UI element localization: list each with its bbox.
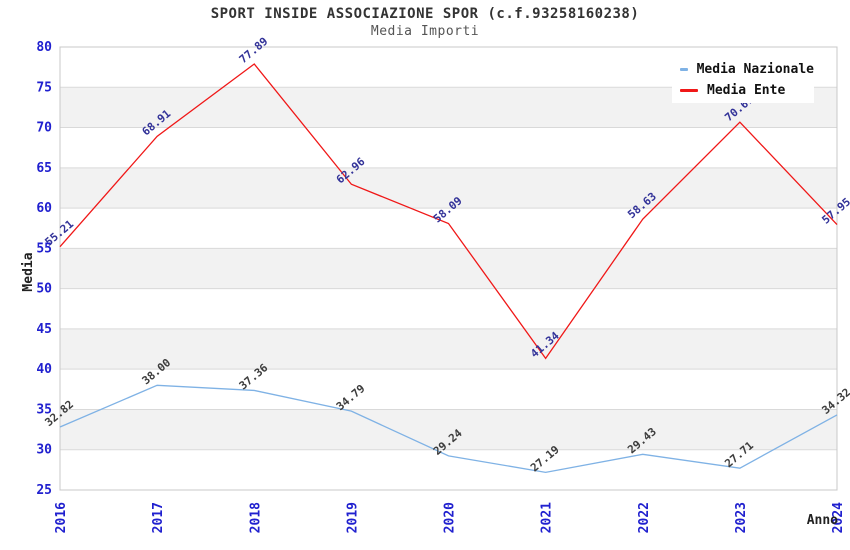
series-line-media-nazionale	[59, 384, 838, 474]
plot-border	[59, 46, 838, 491]
svg-text:2020: 2020	[443, 502, 458, 533]
svg-text:30: 30	[36, 443, 52, 458]
x-tick-labels: 2016 2017 2018 2019 2020 2021 2022 2023 2024	[54, 502, 846, 533]
svg-text:2021: 2021	[540, 502, 555, 533]
series-line-media-ente	[59, 63, 838, 360]
svg-text:2019: 2019	[345, 502, 360, 533]
svg-text:2023: 2023	[734, 502, 749, 533]
svg-text:2016: 2016	[54, 502, 69, 533]
legend-label-ente: Media Ente	[707, 83, 786, 98]
svg-text:45: 45	[36, 322, 52, 337]
chart-title: SPORT INSIDE ASSOCIAZIONE SPOR (c.f.9325…	[210, 6, 640, 22]
legend-swatch-nazionale-icon	[680, 68, 688, 71]
y-tick-labels: 25 30 35 40 45 50 55 60 65 70 75 80	[36, 40, 52, 498]
svg-text:60: 60	[36, 201, 52, 216]
svg-text:2024: 2024	[831, 502, 846, 533]
svg-text:2017: 2017	[151, 502, 166, 533]
svg-text:35: 35	[36, 402, 52, 417]
svg-text:50: 50	[36, 282, 52, 297]
svg-text:55: 55	[36, 241, 52, 256]
y-axis-title: Media	[21, 252, 36, 292]
legend-item-media-nazionale: Media Nazionale	[680, 62, 814, 77]
svg-text:80: 80	[36, 40, 52, 55]
chart-subtitle: Media Importi	[370, 24, 480, 39]
svg-text:65: 65	[36, 161, 52, 176]
svg-text:77.89: 77.89	[237, 35, 271, 66]
legend-swatch-ente-icon	[680, 89, 698, 92]
svg-text:25: 25	[36, 483, 52, 498]
svg-text:40: 40	[36, 362, 52, 377]
x-axis-title: Anno	[806, 513, 838, 528]
legend-label-nazionale: Media Nazionale	[696, 62, 814, 77]
svg-text:75: 75	[36, 80, 52, 95]
svg-text:70: 70	[36, 121, 52, 136]
plot-bands	[60, 87, 837, 450]
legend: Media Nazionale Media Ente	[672, 57, 814, 103]
svg-text:2022: 2022	[637, 502, 652, 533]
svg-text:34.79: 34.79	[334, 382, 368, 413]
legend-item-media-ente: Media Ente	[680, 83, 814, 98]
svg-text:2018: 2018	[248, 502, 263, 533]
